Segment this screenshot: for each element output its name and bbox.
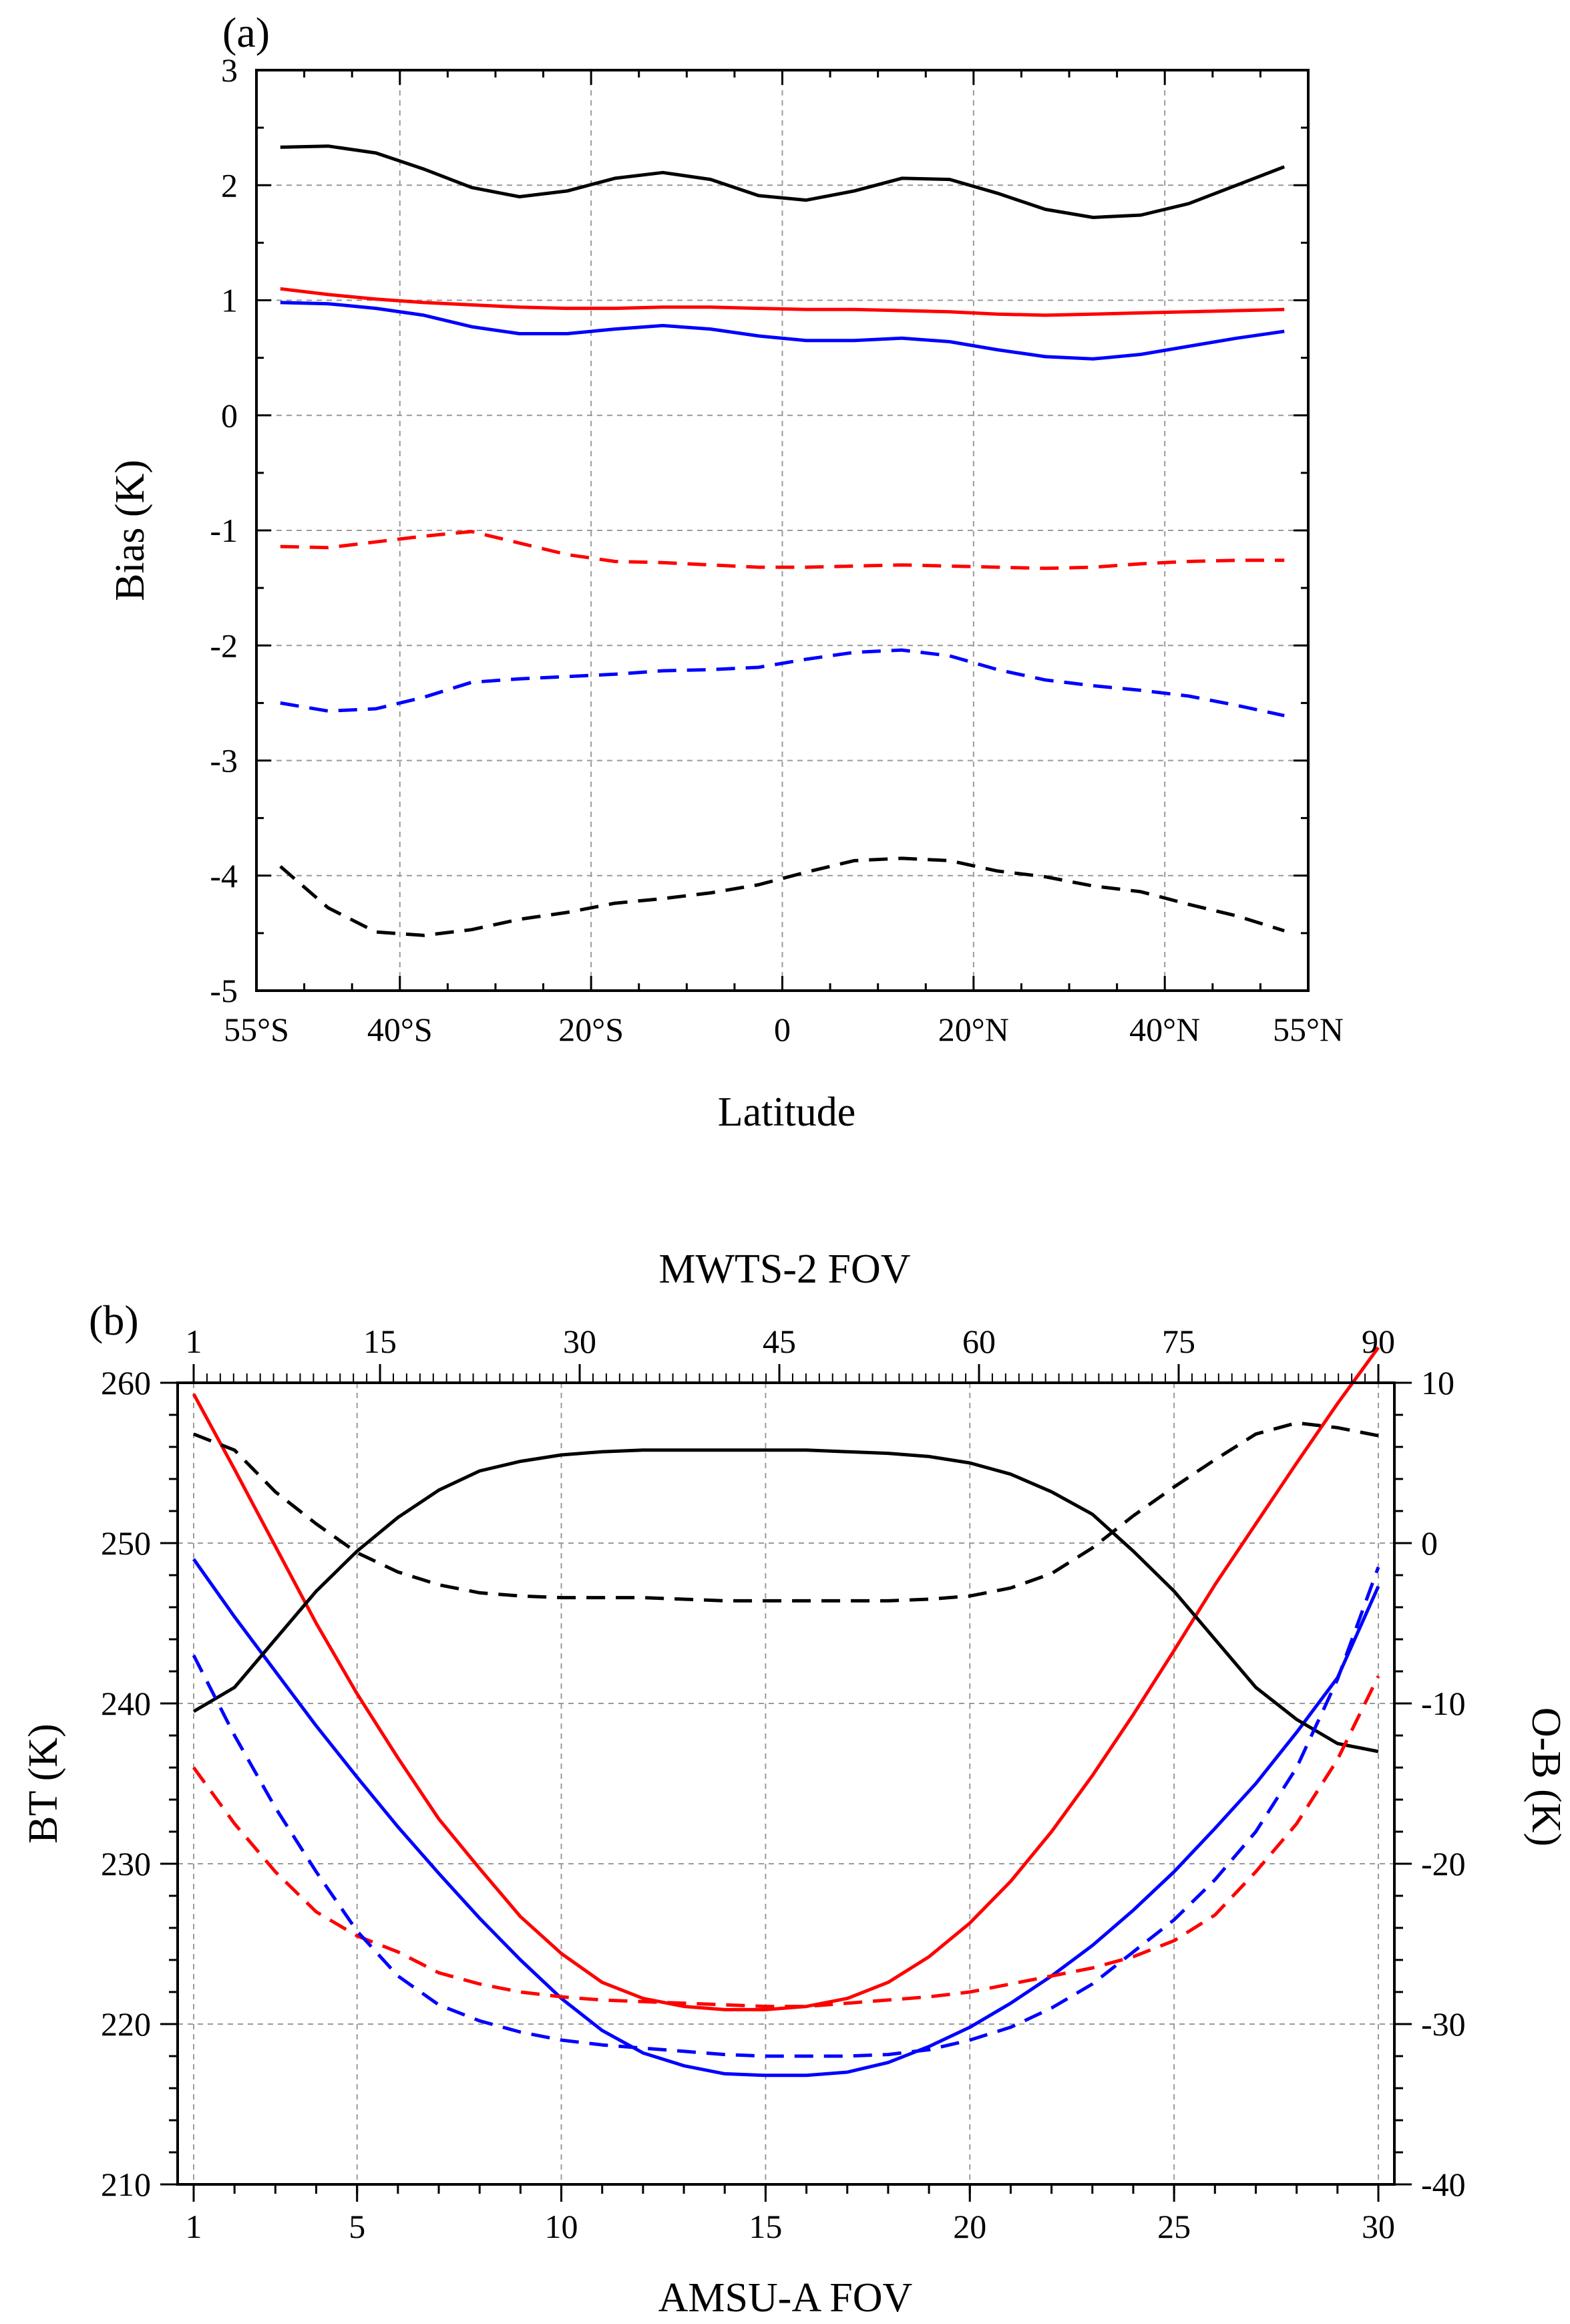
panel-a-label: (a) (222, 9, 270, 56)
panel-a-xtick-label: 40°N (1129, 1011, 1200, 1048)
panel-a-ytick-label: -1 (210, 512, 238, 549)
panel-b-x2tick-label: 15 (363, 1323, 397, 1360)
panel-b-xtick-label: 10 (545, 2208, 578, 2245)
panel-b-ytick-label: 250 (101, 1524, 151, 1562)
panel-b-label: (b) (89, 1297, 139, 1344)
panel-b-y2tick-label: -20 (1421, 1845, 1466, 1882)
panel-b-y2tick-label: -10 (1421, 1685, 1466, 1722)
panel-b-xlabel: AMSU-A FOV (658, 2275, 913, 2321)
panel-a-xtick-label: 20°N (938, 1011, 1009, 1048)
panel-b-ytick-label: 260 (101, 1364, 151, 1401)
panel-a-ylabel: Bias (K) (108, 460, 153, 601)
panel-a-gridlines (256, 70, 1308, 991)
panel-b-x2tick-label: 30 (563, 1323, 596, 1360)
panel-b-x2tick-label: 45 (763, 1323, 796, 1360)
panel-a: (a) 55°S 40°S 20°S 0 20°N 40°N 55°N 3 2 1 0 -1 -2 -3 -… (108, 9, 1344, 1135)
panel-b-x2tick-label: 1 (186, 1323, 202, 1360)
panel-a-ytick-label: -5 (210, 972, 238, 1009)
panel-b-y2tick-label: 0 (1421, 1524, 1438, 1562)
panel-a-ytick-label: -4 (210, 857, 238, 894)
panel-b-ticks: 1 5 10 15 20 25 301 15 30 45 60 75 90260250240230220… (101, 1323, 1466, 2245)
panel-a-ytick-label: 0 (221, 397, 238, 434)
panel-b-y2tick-label: 10 (1421, 1364, 1454, 1401)
panel-b-xtick-label: 5 (349, 2208, 365, 2245)
panel-b-xtick-label: 25 (1157, 2208, 1191, 2245)
panel-b-line-red-solid (192, 1346, 1380, 2011)
panel-b-ytick-label: 220 (101, 2005, 151, 2043)
panel-b-line-red-dashed (192, 1675, 1380, 2009)
panel-a-xtick-label: 20°S (558, 1011, 624, 1048)
panel-b-line-black-dashed (193, 1421, 1379, 1603)
panel-a-series (279, 144, 1286, 937)
panel-a-ytick-label: 1 (221, 282, 238, 319)
panel-b-series (192, 1346, 1380, 2078)
panel-b-x2label: MWTS-2 FOV (658, 1247, 910, 1292)
panel-b-line-black-solid (192, 1448, 1379, 1754)
panel-b-y2tick-label: -40 (1421, 2166, 1466, 2203)
panel-a-line-blue-solid (280, 301, 1285, 361)
panel-b-ylabel: BT (K) (21, 1723, 66, 1844)
panel-b-line-blue-dashed (192, 1566, 1380, 2058)
panel-b-x2tick-label: 90 (1362, 1323, 1395, 1360)
panel-a-line-blue-dashed (280, 648, 1285, 717)
panel-b-frame (176, 1381, 1396, 2186)
panel-b-x2tick-label: 60 (962, 1323, 996, 1360)
panel-b-xtick-label: 30 (1362, 2208, 1395, 2245)
panel-a-xtick-label: 0 (774, 1011, 791, 1048)
panel-a-line-black-dashed (279, 856, 1285, 937)
panel-b-ytick-label: 240 (101, 1685, 151, 1722)
panel-a-ytick-label: -3 (210, 742, 238, 780)
panel-b-ytick-label: 210 (101, 2166, 151, 2203)
panel-b-y2label: O-B (K) (1523, 1707, 1569, 1846)
panel-b-ytick-label: 230 (101, 1845, 151, 1882)
panel-b-y2tick-label: -30 (1421, 2005, 1466, 2043)
panel-a-line-red-dashed (280, 530, 1285, 570)
panel-a-line-red-solid (280, 287, 1285, 317)
panel-a-xlabel: Latitude (718, 1090, 856, 1135)
panel-a-xtick-label: 55°S (224, 1011, 289, 1048)
panel-b-xtick-label: 15 (749, 2208, 782, 2245)
panel-a-ytick-label: 2 (221, 166, 238, 204)
panel-a-line-black-solid (280, 144, 1286, 219)
panel-b-xtick-label: 20 (953, 2208, 986, 2245)
panel-a-ytick-label: 3 (221, 51, 238, 89)
panel-b-line-blue-solid (192, 1558, 1380, 2078)
panel-a-ytick-label: -2 (210, 627, 238, 664)
panel-a-xtick-label: 40°S (367, 1011, 433, 1048)
panel-a-xtick-label: 55°N (1273, 1011, 1344, 1048)
panel-b-gridlines (178, 1383, 1394, 2184)
panel-b-x2tick-label: 75 (1162, 1323, 1195, 1360)
panel-b: MWTS-2 FOV (b) 1 5 10 15 20 25 301 15 30 45 60 75 90… (21, 1247, 1569, 2321)
panel-a-ticks: 55°S 40°S 20°S 0 20°N 40°N 55°N 3 2 1 0 -1 -2 -3 -4 -5 (210, 51, 1344, 1048)
panel-b-xtick-label: 1 (186, 2208, 202, 2245)
